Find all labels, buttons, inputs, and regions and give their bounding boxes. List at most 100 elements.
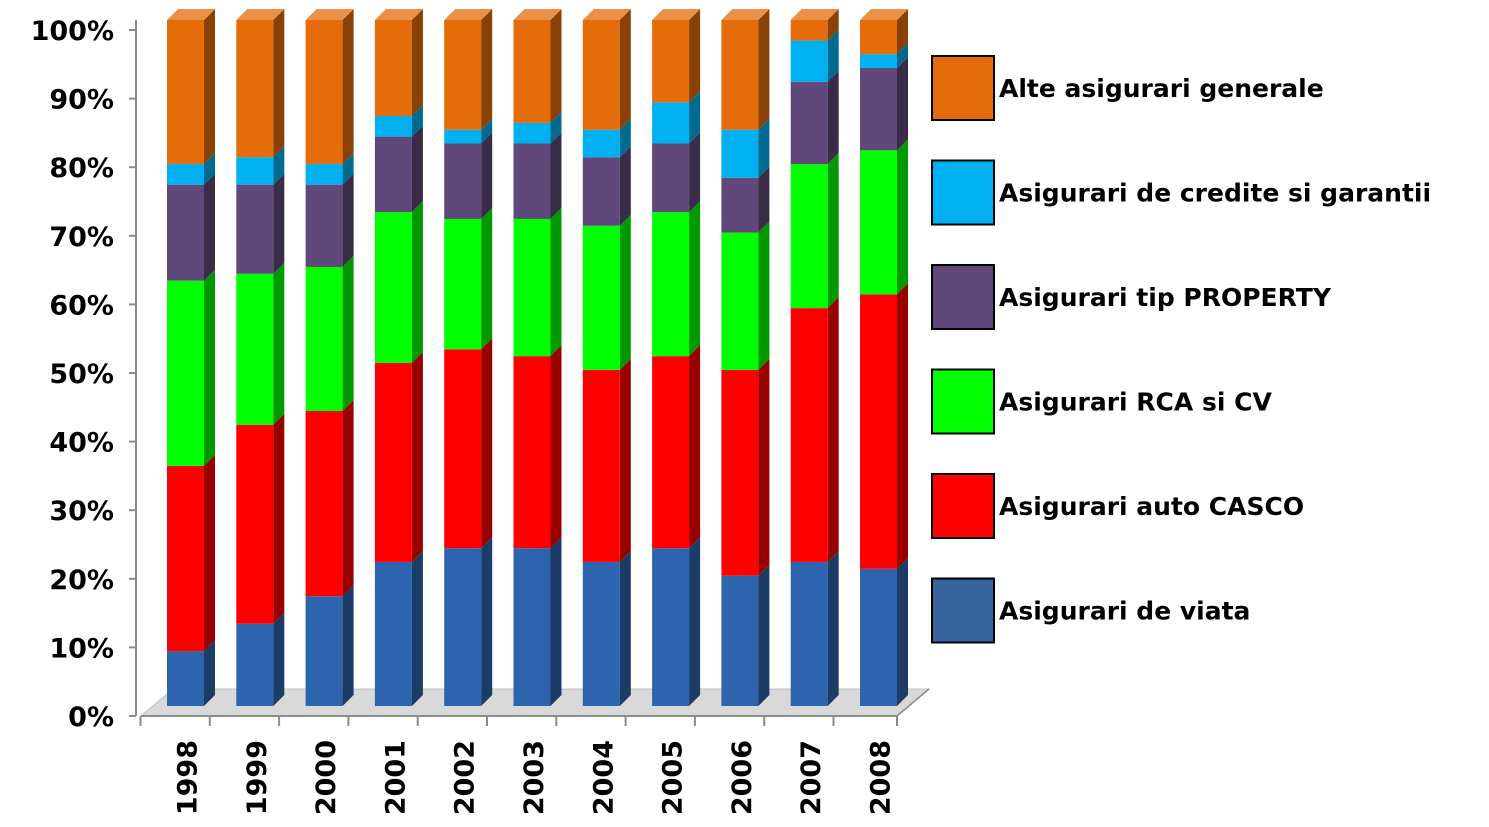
bar-segment [582,550,631,706]
bar-top [236,9,285,20]
bar-front [652,548,690,706]
bar-segment [236,173,285,274]
bar-side [550,132,562,219]
floor-edge [896,688,930,717]
bar-side [342,173,354,267]
bar-front [582,129,620,158]
bar-segment [790,29,839,82]
x-tick-label: 2002 [450,740,481,815]
legend-label: Asigurari auto CASCO [999,492,1304,521]
bar-column-1998 [167,9,215,706]
bar-front [721,575,759,706]
legend-swatch [931,264,995,330]
y-tick-label: 40% [49,428,114,459]
legend-label: Asigurari de credite si garantii [999,179,1431,208]
bar-side [273,413,285,624]
bar-side [827,70,839,165]
bar-side [204,454,215,652]
bar-front [582,369,620,562]
bar-top [305,9,354,20]
bar-front [860,68,897,151]
x-tick-label: 2005 [658,740,689,815]
legend-swatch [931,55,995,121]
bar-side [273,612,285,706]
bar-segment [860,283,908,569]
legend-swatch [931,159,995,226]
bar-segment [305,585,354,706]
legend-label: Asigurari RCA si CV [999,388,1272,417]
bar-segment [374,201,423,363]
x-tick-label: 2008 [866,740,897,815]
bar-side [342,400,354,597]
bar-side [411,352,423,562]
bar-segment [444,118,493,144]
bar-segment [860,9,908,55]
bar-side [758,358,770,576]
bar-side [689,201,701,357]
legend-item: Asigurari de credite si garantii [931,159,1431,226]
bar-side [481,338,493,549]
bar-side [689,345,701,549]
bar-segment [444,9,493,130]
bar-side [550,537,562,706]
x-tick-label: 2006 [727,740,758,815]
bar-side [897,283,908,569]
bar-front [513,122,551,144]
bar-column-2001 [374,9,423,706]
bar-segment [582,146,631,226]
bar-segment [652,9,701,103]
bar-side [481,118,493,144]
bar-segment [652,132,701,213]
bar-segment [582,358,631,562]
bar-segment [790,70,839,165]
bar-front [374,363,412,562]
bar-front [374,136,412,213]
bar-segment [305,255,354,412]
bar-front [167,164,204,185]
bar-front [790,40,828,82]
bar-front [860,294,897,569]
bar-segment [721,358,770,576]
bar-segment [444,207,493,350]
bar-side [619,118,631,158]
bar-side [758,221,770,370]
bar-segment [721,564,770,706]
bar-segment [513,345,562,549]
bar-segment [374,125,423,213]
bar-segment [374,352,423,562]
bar-segment [513,207,562,357]
bar-front [374,212,412,363]
bar-front [236,623,274,706]
x-tick-label: 2001 [380,740,411,815]
bar-segment [652,91,701,144]
bar-side [758,9,770,130]
bar-segment [513,132,562,219]
bar-side [342,9,354,165]
bar-front [305,596,343,706]
bar-segment [860,43,908,69]
bar-front [721,369,759,576]
y-tick-label: 70% [49,222,114,253]
x-tick-label: 2003 [519,740,550,815]
bar-side [411,9,423,117]
bar-segment [513,537,562,706]
bar-side [204,269,215,466]
bar-segment [305,400,354,597]
bar-segment [860,57,908,151]
bar-side [689,9,701,103]
bar-segment [167,454,215,652]
bar-top [721,9,770,20]
bar-side [411,550,423,706]
bar-segment [860,139,908,295]
bar-segment [790,550,839,706]
bar-side [827,550,839,706]
bar-segment [444,132,493,219]
bar-segment [721,118,770,178]
bar-segment [236,146,285,185]
bar-side [411,105,423,137]
bar-side [204,153,215,185]
bar-segment [236,9,285,158]
bar-side [204,173,215,281]
bar-side [619,146,631,226]
y-tick-label: 30% [49,496,114,527]
